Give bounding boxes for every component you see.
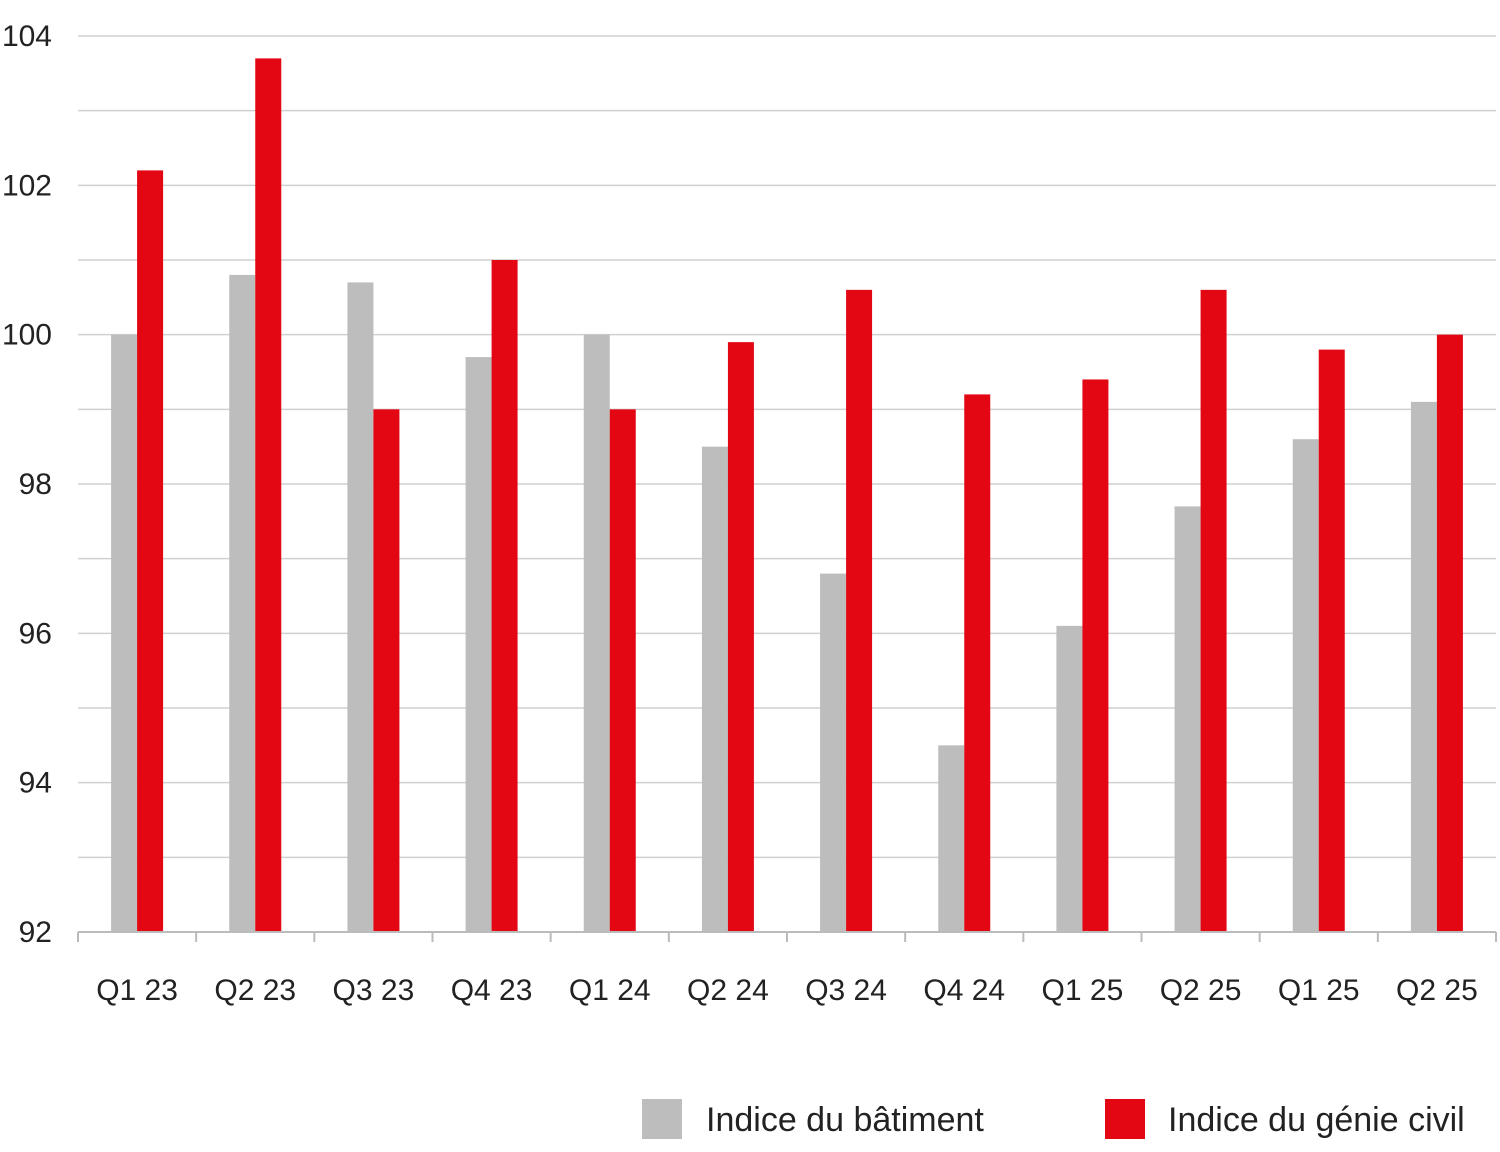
bars (111, 58, 1463, 933)
x-tick-label: Q1 25 (1278, 974, 1360, 1007)
y-tick-label: 96 (19, 617, 52, 650)
bar-batiment (701, 446, 728, 932)
legend-label: Indice du génie civil (1168, 1101, 1465, 1139)
legend-label: Indice du bâtiment (706, 1101, 984, 1139)
legend-swatch (642, 1099, 682, 1139)
y-tick-label: 94 (19, 767, 52, 800)
y-tick-label: 98 (19, 468, 52, 501)
bar-batiment (1292, 439, 1319, 932)
bar-batiment (1174, 506, 1201, 932)
x-tick-label: Q2 25 (1396, 974, 1478, 1007)
bar-batiment (938, 745, 965, 932)
y-tick-label: 92 (19, 916, 52, 949)
y-tick-label: 104 (2, 20, 52, 53)
bar-batiment (820, 573, 847, 932)
bar-genie-civil (491, 260, 518, 932)
y-tick-label: 102 (2, 169, 52, 202)
bar-batiment (1056, 625, 1083, 932)
x-tick-label: Q4 23 (451, 974, 533, 1007)
x-tick-label: Q1 23 (96, 974, 178, 1007)
bar-batiment (111, 334, 138, 933)
x-tick-label: Q1 25 (1042, 974, 1124, 1007)
bar-genie-civil (1082, 379, 1109, 932)
x-tick-label: Q3 23 (333, 974, 415, 1007)
x-tick-label: Q3 24 (805, 974, 887, 1007)
bar-genie-civil (964, 394, 991, 932)
x-tick-label: Q4 24 (923, 974, 1005, 1007)
legend: Indice du bâtiment Indice du génie civil (642, 1099, 1465, 1139)
bar-genie-civil (727, 342, 754, 933)
bar-genie-civil (137, 170, 164, 932)
y-axis: 92 94 96 98 100 102 104 (2, 20, 52, 949)
bar-batiment (1410, 401, 1437, 932)
x-axis: Q1 23 Q2 23 Q3 23 Q4 23 Q1 24 Q2 24 Q3 24 Q4 24… (77, 931, 1497, 1007)
bar-batiment (347, 282, 374, 932)
y-tick-label: 100 (2, 319, 52, 352)
bar-batiment (465, 357, 492, 933)
bar-genie-civil (1318, 349, 1345, 933)
bar-genie-civil (846, 289, 873, 932)
bar-genie-civil (255, 58, 282, 932)
legend-swatch (1105, 1099, 1145, 1139)
gridlines (78, 35, 1496, 859)
x-tick-label: Q1 24 (569, 974, 651, 1007)
bar-batiment (583, 334, 610, 933)
bar-genie-civil (1200, 289, 1227, 932)
x-tick-label: Q2 23 (214, 974, 296, 1007)
bar-batiment (229, 274, 256, 932)
bar-genie-civil (373, 409, 400, 932)
x-tick-label: Q2 25 (1160, 974, 1242, 1007)
bar-genie-civil (1436, 334, 1463, 933)
x-tick-label: Q2 24 (687, 974, 769, 1007)
bar-genie-civil (609, 409, 636, 932)
